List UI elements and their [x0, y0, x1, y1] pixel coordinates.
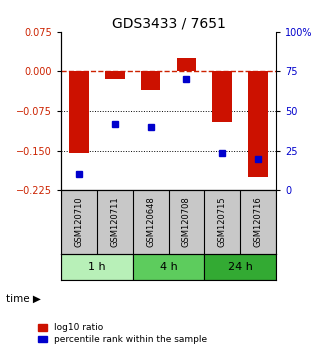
Bar — [177, 58, 196, 72]
Text: GSM120711: GSM120711 — [110, 197, 119, 247]
Bar — [133, 254, 204, 280]
Bar — [248, 72, 268, 177]
Text: GSM120710: GSM120710 — [74, 197, 83, 247]
Text: 1 h: 1 h — [88, 262, 106, 272]
Text: 24 h: 24 h — [228, 262, 253, 272]
Bar — [213, 72, 232, 122]
Bar — [69, 72, 89, 153]
Legend: log10 ratio, percentile rank within the sample: log10 ratio, percentile rank within the … — [37, 322, 209, 346]
Text: GSM120648: GSM120648 — [146, 197, 155, 247]
Bar — [141, 72, 160, 90]
Text: time ▶: time ▶ — [6, 294, 41, 304]
Title: GDS3433 / 7651: GDS3433 / 7651 — [112, 17, 225, 31]
Text: GSM120715: GSM120715 — [218, 197, 227, 247]
Bar — [61, 254, 133, 280]
Bar — [105, 72, 125, 79]
Bar — [204, 254, 276, 280]
Text: 4 h: 4 h — [160, 262, 178, 272]
Text: GSM120708: GSM120708 — [182, 197, 191, 247]
Text: GSM120716: GSM120716 — [254, 197, 263, 247]
